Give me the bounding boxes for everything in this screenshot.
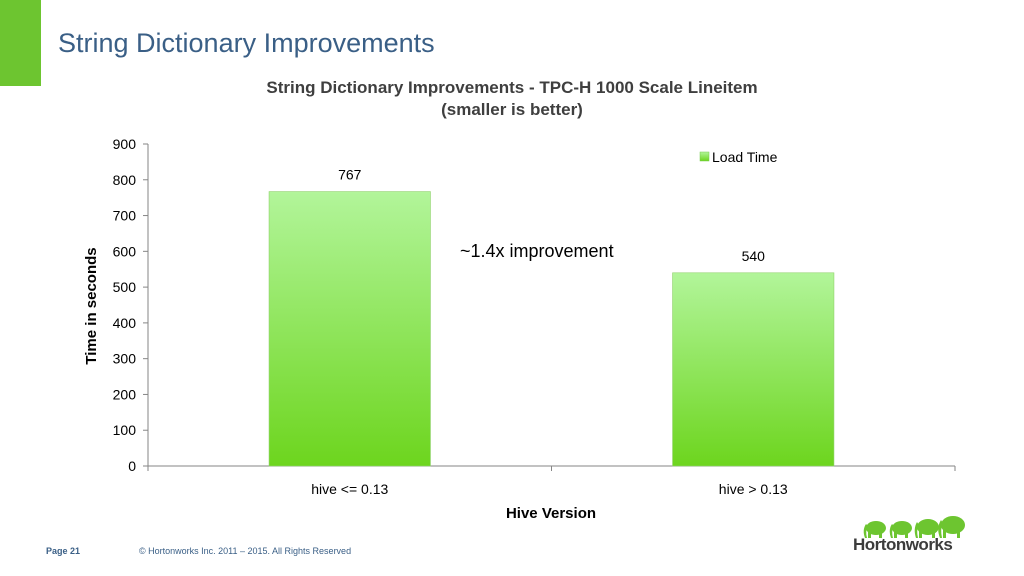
data-label: 767 <box>338 167 362 183</box>
legend-swatch-load-time <box>699 151 710 162</box>
y-tick-label: 100 <box>113 422 137 438</box>
slide-title: String Dictionary Improvements <box>58 28 435 58</box>
y-tick-label: 200 <box>113 386 137 402</box>
copyright-notice: © Hortonworks Inc. 2011 – 2015. All Righ… <box>139 546 352 556</box>
bar-1 <box>268 191 431 467</box>
chart-title: String Dictionary Improvements - TPC-H 1… <box>266 78 758 97</box>
y-tick-label: 400 <box>113 315 137 331</box>
data-label: 540 <box>742 248 766 264</box>
hortonworks-elephants-logo <box>863 516 965 538</box>
y-tick-label: 800 <box>113 172 137 188</box>
y-tick-label: 300 <box>113 351 137 367</box>
y-axis-label: Time in seconds <box>83 247 100 364</box>
accent-bar <box>0 0 41 86</box>
logo-wordmark: Hortonworks <box>853 535 953 554</box>
y-tick-label: 500 <box>113 279 137 295</box>
bar-2 <box>672 272 835 467</box>
x-tick-label: hive > 0.13 <box>719 481 788 497</box>
legend-label-load-time: Load Time <box>712 149 778 165</box>
page-number: Page 21 <box>46 546 81 556</box>
y-tick-label: 700 <box>113 208 137 224</box>
y-tick-label: 0 <box>128 458 136 474</box>
legend: Load Time <box>699 149 778 165</box>
chart-subtitle: (smaller is better) <box>441 100 583 119</box>
y-tick-label: 900 <box>113 136 137 152</box>
x-tick-label: hive <= 0.13 <box>311 481 388 497</box>
y-tick-label: 600 <box>113 243 137 259</box>
x-axis-label: Hive Version <box>506 505 596 522</box>
improvement-annotation: ~1.4x improvement <box>460 241 614 261</box>
